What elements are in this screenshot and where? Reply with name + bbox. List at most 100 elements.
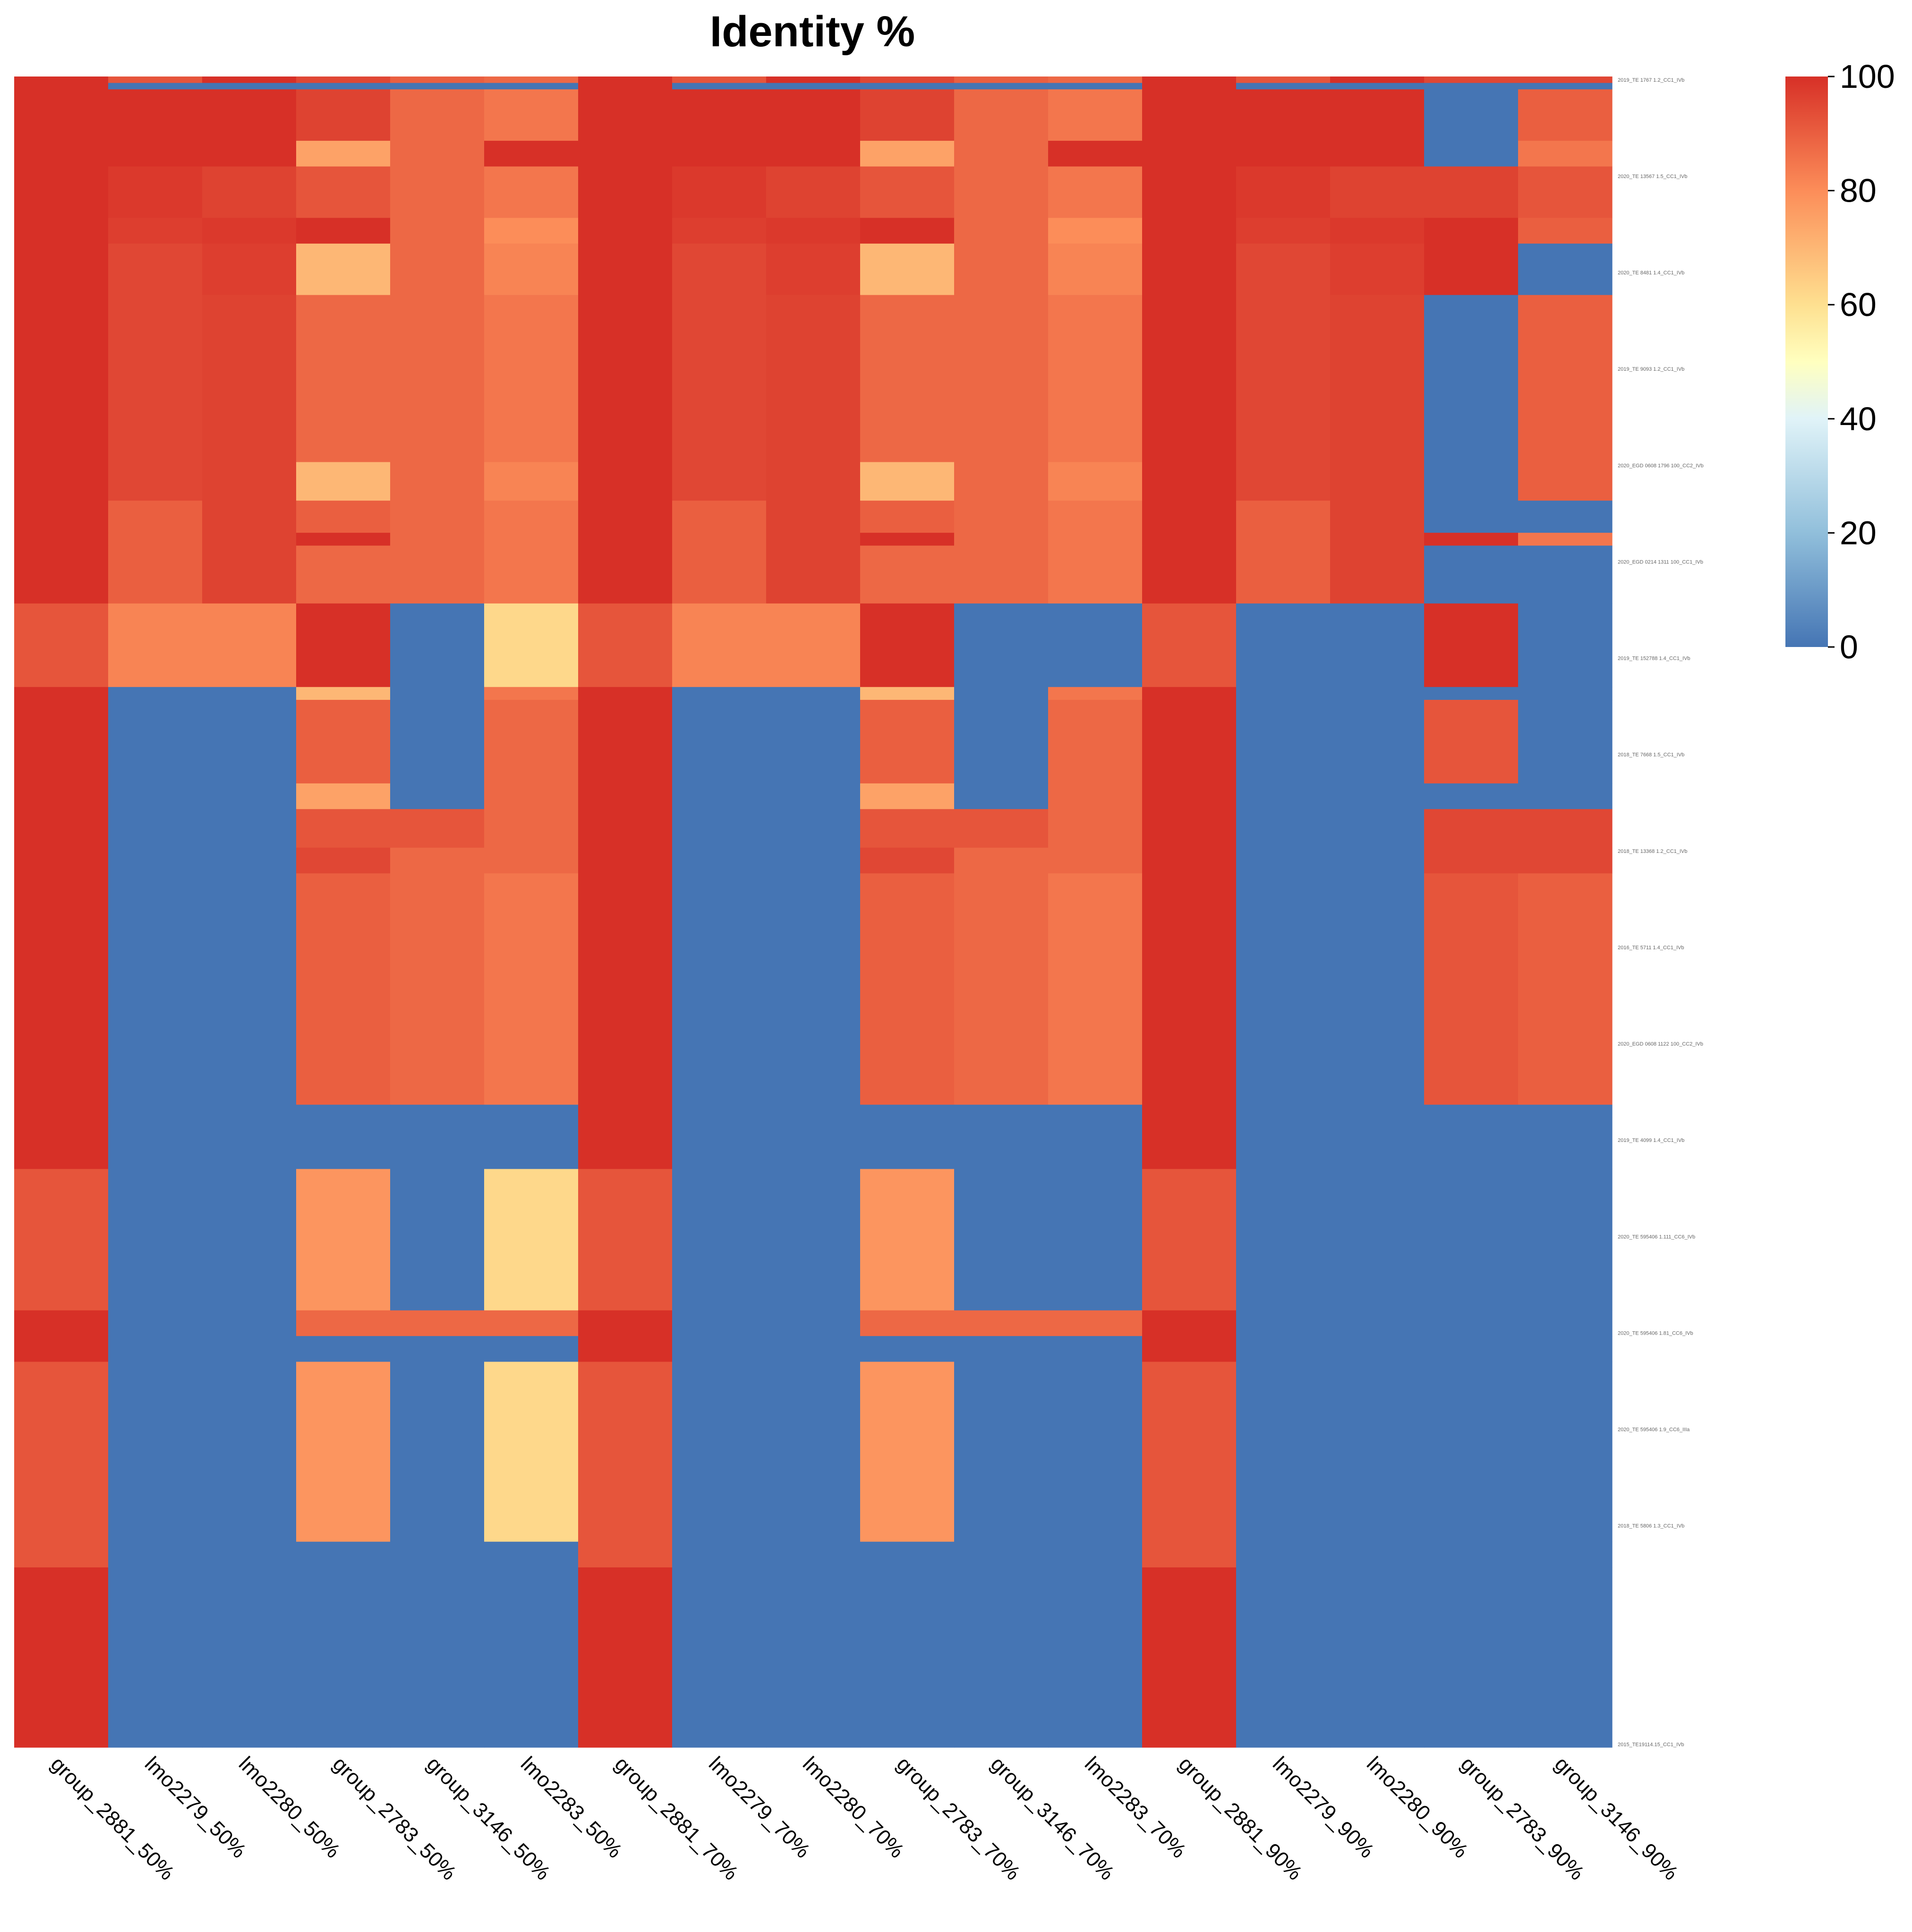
heatmap-cell: [1424, 1336, 1519, 1362]
heatmap-cell: [766, 847, 861, 874]
heatmap-cell: [954, 1567, 1049, 1748]
heatmap-cell: [860, 83, 955, 90]
heatmap-cell: [672, 295, 767, 463]
heatmap-cell: [1142, 501, 1237, 533]
heatmap-cell: [390, 77, 485, 84]
heatmap-cell: [390, 873, 485, 1105]
heatmap-cell: [1236, 809, 1331, 848]
heatmap-cell: [1236, 295, 1331, 463]
heatmap-cell: [14, 295, 109, 463]
heatmap-cell: [578, 166, 673, 218]
heatmap-cell: [1142, 1541, 1237, 1568]
heatmap-cell: [1330, 1362, 1425, 1542]
heatmap-cell: [954, 687, 1049, 700]
heatmap-cell: [1142, 1105, 1237, 1118]
heatmap-cell: [108, 545, 203, 591]
heatmap-cell: [1518, 783, 1613, 809]
heatmap-cell: [954, 1362, 1049, 1542]
heatmap-cell: [578, 1105, 673, 1118]
heatmap-cell: [1236, 1336, 1331, 1362]
heatmap-cell: [1330, 83, 1425, 90]
heatmap-cell: [672, 699, 767, 784]
heatmap-cell: [14, 77, 109, 84]
heatmap-cell: [484, 603, 579, 688]
heatmap-cell: [390, 83, 485, 90]
heatmap-cell: [1330, 603, 1425, 688]
heatmap-cell: [14, 687, 109, 700]
heatmap-cell: [766, 687, 861, 700]
heatmap-cell: [296, 1541, 391, 1568]
heatmap-cell: [766, 603, 861, 688]
heatmap-cell: [108, 141, 203, 167]
heatmap-cell: [1142, 77, 1237, 84]
heatmap-cell: [578, 687, 673, 700]
heatmap-cell: [1048, 533, 1143, 546]
heatmap-cell: [1518, 83, 1613, 90]
heatmap-cell: [766, 1567, 861, 1748]
heatmap-cell: [296, 243, 391, 296]
heatmap-cell: [1424, 590, 1519, 604]
heatmap-cell: [1236, 218, 1331, 244]
heatmap-cell: [108, 603, 203, 688]
heatmap-cells: [14, 77, 1613, 1748]
heatmap-cell: [860, 1310, 955, 1336]
heatmap-cell: [1236, 1362, 1331, 1542]
chart-title: Identity %: [710, 8, 915, 56]
heatmap-cell: [672, 89, 767, 141]
heatmap-cell: [484, 462, 579, 501]
heatmap-cell: [1330, 166, 1425, 218]
heatmap-cell: [390, 89, 485, 141]
heatmap-cell: [14, 1117, 109, 1169]
heatmap-cell: [296, 699, 391, 784]
heatmap-cell: [578, 1541, 673, 1568]
heatmap-cell: [1048, 141, 1143, 167]
heatmap-cell: [578, 462, 673, 501]
heatmap-cell: [1142, 1310, 1237, 1336]
heatmap-cell: [672, 783, 767, 809]
heatmap-cell: [1518, 809, 1613, 848]
heatmap-cell: [202, 783, 297, 809]
heatmap-cell: [578, 83, 673, 90]
heatmap-cell: [1142, 873, 1237, 1105]
heatmap-cell: [954, 1105, 1049, 1118]
legend-tick-label: 0: [1840, 629, 1858, 665]
heatmap-cell: [1518, 687, 1613, 700]
heatmap-cell: [860, 590, 955, 604]
heatmap-cell: [1518, 1310, 1613, 1336]
heatmap-cell: [672, 141, 767, 167]
heatmap-cell: [108, 89, 203, 141]
heatmap-cell: [954, 1117, 1049, 1169]
heatmap-cell: [1424, 462, 1519, 501]
row-label: 2019_TE 1767 1.2_CC1_IVb: [1618, 77, 1684, 83]
heatmap-cell: [954, 243, 1049, 296]
heatmap-cell: [1518, 77, 1613, 84]
heatmap-cell: [766, 783, 861, 809]
heatmap-cell: [1048, 847, 1143, 874]
heatmap-cell: [672, 243, 767, 296]
heatmap-cell: [1236, 699, 1331, 784]
heatmap-cell: [1330, 501, 1425, 533]
heatmap-cell: [766, 590, 861, 604]
heatmap-cell: [1048, 1117, 1143, 1169]
heatmap-cell: [954, 1169, 1049, 1311]
heatmap-cell: [672, 590, 767, 604]
heatmap-cell: [1048, 77, 1143, 84]
row-label: 2015_TE19114.15_CC1_IVb: [1618, 1742, 1684, 1747]
heatmap-cell: [484, 83, 579, 90]
heatmap-cell: [1236, 687, 1331, 700]
heatmap-cell: [578, 1336, 673, 1362]
heatmap-cell: [390, 545, 485, 591]
heatmap-cell: [766, 545, 861, 591]
heatmap-cell: [1236, 783, 1331, 809]
heatmap-cell: [14, 462, 109, 501]
heatmap-cell: [766, 1310, 861, 1336]
heatmap-cell: [672, 1541, 767, 1568]
heatmap-cell: [766, 77, 861, 84]
heatmap-cell: [296, 501, 391, 533]
heatmap-cell: [766, 295, 861, 463]
heatmap-cell: [14, 603, 109, 688]
heatmap-cell: [766, 218, 861, 244]
heatmap-cell: [390, 243, 485, 296]
row-label: 2019_TE 9093 1.2_CC1_IVb: [1618, 366, 1684, 372]
heatmap-cell: [1048, 295, 1143, 463]
